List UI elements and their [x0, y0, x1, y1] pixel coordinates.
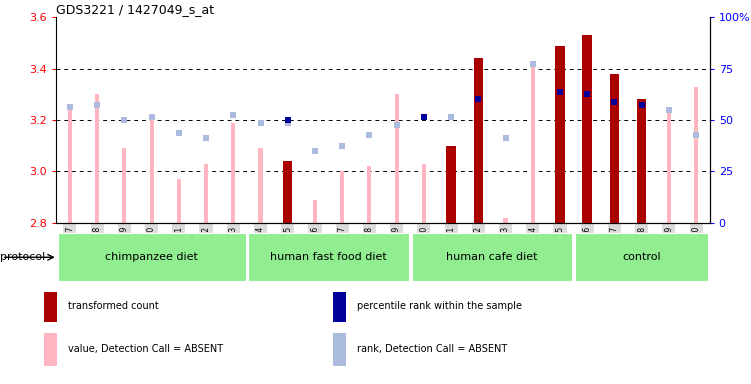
- Bar: [446, 146, 456, 223]
- Bar: [694, 87, 698, 223]
- Bar: [44, 290, 57, 322]
- Bar: [340, 171, 344, 223]
- Text: GDS3221 / 1427049_s_at: GDS3221 / 1427049_s_at: [56, 3, 215, 16]
- Bar: [422, 164, 426, 223]
- Bar: [333, 290, 345, 322]
- Bar: [68, 104, 72, 223]
- Text: human fast food diet: human fast food diet: [270, 252, 387, 262]
- Bar: [474, 58, 483, 223]
- Bar: [258, 148, 263, 223]
- Bar: [95, 94, 99, 223]
- Text: percentile rank within the sample: percentile rank within the sample: [357, 301, 522, 311]
- Bar: [667, 110, 671, 223]
- Bar: [531, 63, 535, 223]
- Text: value, Detection Call = ABSENT: value, Detection Call = ABSENT: [68, 344, 223, 354]
- Bar: [412, 233, 572, 281]
- Bar: [583, 35, 592, 223]
- Bar: [610, 74, 619, 223]
- Bar: [333, 333, 345, 366]
- Bar: [122, 148, 126, 223]
- Text: protocol: protocol: [0, 252, 45, 262]
- Bar: [58, 233, 246, 281]
- Text: chimpanzee diet: chimpanzee diet: [105, 252, 198, 262]
- Bar: [204, 164, 208, 223]
- Bar: [176, 179, 181, 223]
- Bar: [637, 99, 647, 223]
- Bar: [555, 46, 565, 223]
- Text: transformed count: transformed count: [68, 301, 159, 311]
- Bar: [149, 120, 154, 223]
- Bar: [367, 166, 372, 223]
- Bar: [283, 161, 292, 223]
- Text: control: control: [623, 252, 661, 262]
- Text: human cafe diet: human cafe diet: [446, 252, 538, 262]
- Bar: [394, 94, 399, 223]
- Bar: [313, 200, 317, 223]
- Bar: [449, 146, 453, 223]
- Bar: [575, 233, 708, 281]
- Text: rank, Detection Call = ABSENT: rank, Detection Call = ABSENT: [357, 344, 507, 354]
- Bar: [503, 218, 508, 223]
- Bar: [44, 333, 57, 366]
- Bar: [231, 122, 235, 223]
- Bar: [249, 233, 409, 281]
